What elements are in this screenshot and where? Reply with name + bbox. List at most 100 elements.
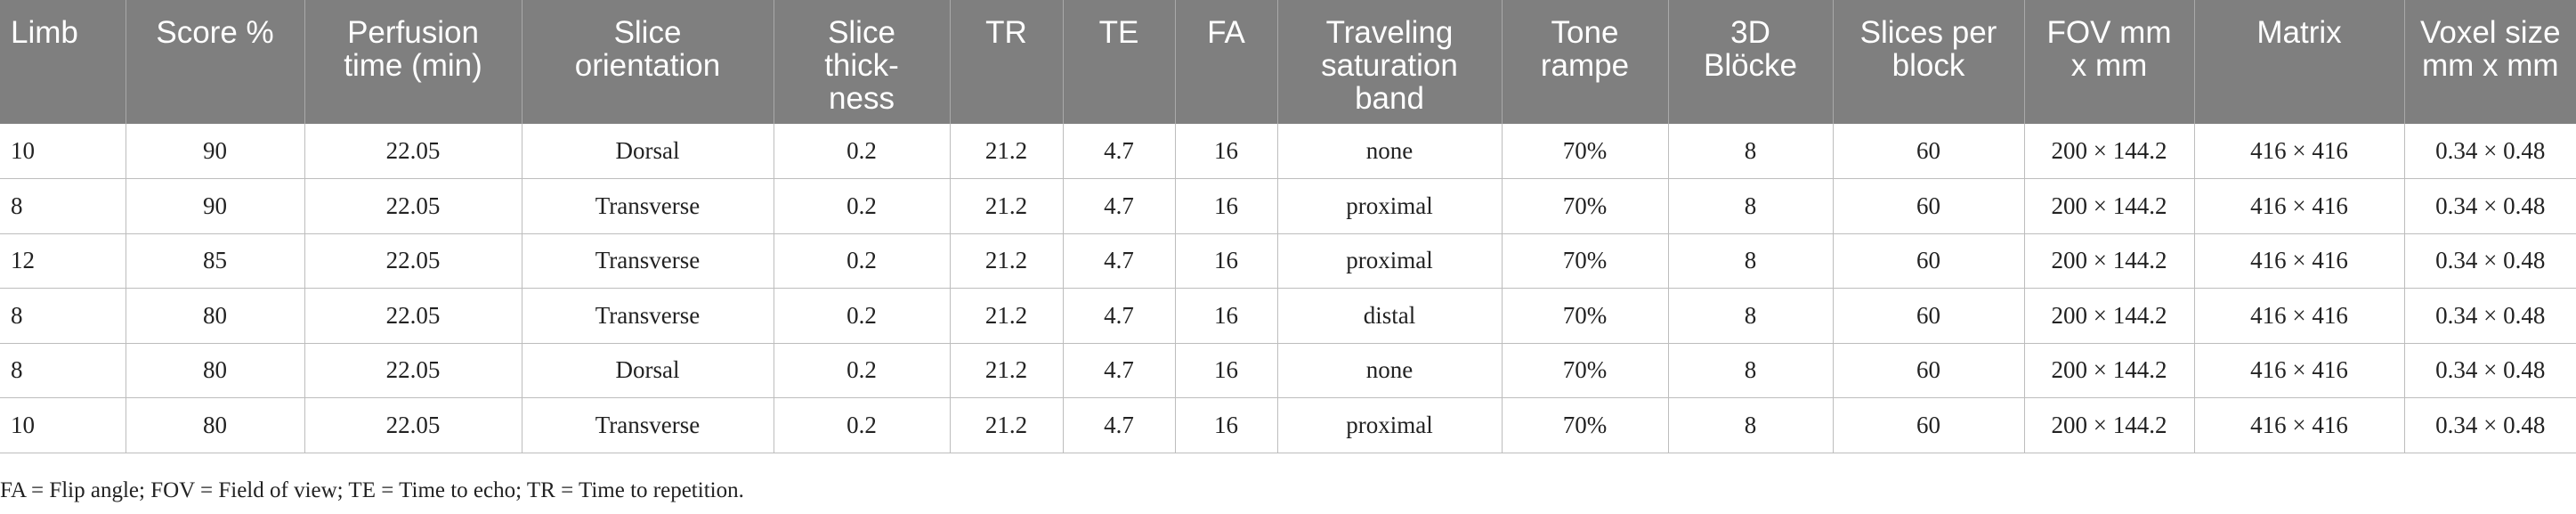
cell-fa: 16 [1175, 343, 1278, 398]
cell-limb: 8 [0, 343, 126, 398]
cell-slice-orientation: Dorsal [522, 124, 774, 179]
table-row: 10 80 22.05 Transverse 0.2 21.2 4.7 16 proximal 7… [0, 397, 2576, 453]
cell-voxel-size: 0.34 × 0.48 [2404, 343, 2576, 398]
column-header-voxel-size: Voxel size mm x mm [2404, 0, 2576, 124]
cell-slice-thickness: 0.2 [774, 288, 951, 344]
cell-fa: 16 [1175, 178, 1278, 234]
cell-slice-orientation: Transverse [522, 233, 774, 289]
cell-fov: 200 × 144.2 [2024, 343, 2195, 398]
cell-slices-per-block: 60 [1833, 288, 2025, 344]
mri-parameters-table: Limb Score % Perfusion time (min) Slice … [0, 0, 2576, 453]
cell-tr: 21.2 [950, 124, 1064, 179]
cell-slice-thickness: 0.2 [774, 178, 951, 234]
cell-slice-thickness: 0.2 [774, 124, 951, 179]
cell-3d-bloecke: 8 [1668, 288, 1834, 344]
cell-limb: 8 [0, 288, 126, 344]
cell-matrix: 416 × 416 [2194, 288, 2405, 344]
cell-slices-per-block: 60 [1833, 233, 2025, 289]
cell-saturation-band: distal [1277, 288, 1503, 344]
table-row: 12 85 22.05 Transverse 0.2 21.2 4.7 16 proximal 7… [0, 233, 2576, 289]
cell-3d-bloecke: 8 [1668, 343, 1834, 398]
cell-slices-per-block: 60 [1833, 178, 2025, 234]
cell-fa: 16 [1175, 288, 1278, 344]
cell-voxel-size: 0.34 × 0.48 [2404, 397, 2576, 453]
table-row: 8 80 22.05 Transverse 0.2 21.2 4.7 16 distal 70% 8… [0, 288, 2576, 344]
cell-te: 4.7 [1063, 343, 1176, 398]
column-header-tone-rampe: Tone rampe [1502, 0, 1669, 124]
cell-te: 4.7 [1063, 397, 1176, 453]
cell-matrix: 416 × 416 [2194, 343, 2405, 398]
cell-perfusion-time: 22.05 [304, 288, 522, 344]
cell-slices-per-block: 60 [1833, 343, 2025, 398]
cell-te: 4.7 [1063, 178, 1176, 234]
cell-slice-orientation: Transverse [522, 288, 774, 344]
cell-slice-thickness: 0.2 [774, 397, 951, 453]
cell-slice-thickness: 0.2 [774, 343, 951, 398]
cell-perfusion-time: 22.05 [304, 233, 522, 289]
cell-limb: 10 [0, 124, 126, 179]
table-row: 8 90 22.05 Transverse 0.2 21.2 4.7 16 proximal 70… [0, 178, 2576, 234]
header-row: Limb Score % Perfusion time (min) Slice … [0, 0, 2576, 124]
cell-tone-rampe: 70% [1502, 124, 1669, 179]
cell-perfusion-time: 22.05 [304, 343, 522, 398]
cell-saturation-band: proximal [1277, 397, 1503, 453]
cell-3d-bloecke: 8 [1668, 397, 1834, 453]
cell-te: 4.7 [1063, 233, 1176, 289]
cell-tr: 21.2 [950, 288, 1064, 344]
column-header-tr: TR [950, 0, 1064, 124]
cell-slices-per-block: 60 [1833, 397, 2025, 453]
cell-fov: 200 × 144.2 [2024, 233, 2195, 289]
column-header-fov: FOV mm x mm [2024, 0, 2195, 124]
table-row: 8 80 22.05 Dorsal 0.2 21.2 4.7 16 none 70% 8 60 200 … [0, 343, 2576, 398]
cell-slices-per-block: 60 [1833, 124, 2025, 179]
column-header-saturation-band: Traveling saturation band [1277, 0, 1503, 124]
cell-limb: 8 [0, 178, 126, 234]
cell-saturation-band: proximal [1277, 178, 1503, 234]
cell-fov: 200 × 144.2 [2024, 124, 2195, 179]
cell-limb: 12 [0, 233, 126, 289]
cell-3d-bloecke: 8 [1668, 178, 1834, 234]
cell-score: 90 [126, 124, 305, 179]
cell-tone-rampe: 70% [1502, 178, 1669, 234]
cell-score: 90 [126, 178, 305, 234]
cell-fa: 16 [1175, 397, 1278, 453]
cell-slice-orientation: Transverse [522, 178, 774, 234]
cell-tone-rampe: 70% [1502, 397, 1669, 453]
column-header-te: TE [1063, 0, 1176, 124]
cell-matrix: 416 × 416 [2194, 124, 2405, 179]
cell-tone-rampe: 70% [1502, 343, 1669, 398]
cell-tr: 21.2 [950, 343, 1064, 398]
cell-matrix: 416 × 416 [2194, 178, 2405, 234]
cell-perfusion-time: 22.05 [304, 178, 522, 234]
cell-fov: 200 × 144.2 [2024, 178, 2195, 234]
column-header-slice-thickness: Slice thick- ness [774, 0, 951, 124]
column-header-slice-orientation: Slice orientation [522, 0, 774, 124]
table-row: 10 90 22.05 Dorsal 0.2 21.2 4.7 16 none 70% 8 60 200… [0, 124, 2576, 179]
cell-fov: 200 × 144.2 [2024, 288, 2195, 344]
table-body: 10 90 22.05 Dorsal 0.2 21.2 4.7 16 none 70% 8 60 200… [0, 124, 2576, 453]
cell-voxel-size: 0.34 × 0.48 [2404, 288, 2576, 344]
table-footnote: FA = Flip angle; FOV = Field of view; TE… [0, 478, 744, 502]
cell-perfusion-time: 22.05 [304, 397, 522, 453]
column-header-slices-per-block: Slices per block [1833, 0, 2025, 124]
cell-voxel-size: 0.34 × 0.48 [2404, 178, 2576, 234]
cell-tr: 21.2 [950, 178, 1064, 234]
cell-perfusion-time: 22.05 [304, 124, 522, 179]
cell-tone-rampe: 70% [1502, 288, 1669, 344]
cell-score: 80 [126, 397, 305, 453]
cell-voxel-size: 0.34 × 0.48 [2404, 124, 2576, 179]
cell-te: 4.7 [1063, 124, 1176, 179]
cell-tone-rampe: 70% [1502, 233, 1669, 289]
cell-tr: 21.2 [950, 397, 1064, 453]
cell-saturation-band: none [1277, 343, 1503, 398]
cell-saturation-band: proximal [1277, 233, 1503, 289]
cell-voxel-size: 0.34 × 0.48 [2404, 233, 2576, 289]
cell-score: 80 [126, 288, 305, 344]
column-header-3d-bloecke: 3D Blöcke [1668, 0, 1834, 124]
cell-slice-thickness: 0.2 [774, 233, 951, 289]
cell-score: 80 [126, 343, 305, 398]
column-header-score: Score % [126, 0, 305, 124]
cell-slice-orientation: Dorsal [522, 343, 774, 398]
cell-slice-orientation: Transverse [522, 397, 774, 453]
cell-fa: 16 [1175, 124, 1278, 179]
